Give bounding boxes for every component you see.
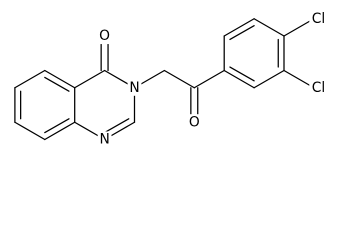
bond [253,69,285,89]
bond [163,69,195,89]
bond [193,69,225,89]
label-background [127,79,142,96]
bond [253,18,285,37]
label-background [97,27,112,45]
bond [103,118,130,134]
label-background [187,114,202,131]
bond [14,121,46,141]
label-background [309,10,328,27]
bond [14,69,46,89]
atom-label: O [189,114,200,130]
bond [283,69,315,89]
molecule-diagram: O N N O Cl Cl [14,10,328,148]
label-background [97,131,112,148]
bond [44,76,70,92]
bond [44,69,76,89]
bond [44,118,70,134]
atom-label: Cl [312,11,325,27]
bond [283,18,315,37]
bonds: O N N O Cl Cl [14,10,328,148]
bond [74,69,106,89]
bond [229,25,255,41]
bond [223,69,255,89]
atom-label: O [99,28,110,44]
bond [223,18,255,37]
label-background [309,79,328,96]
atom-label: Cl [312,80,325,96]
atom-label: N [129,80,139,96]
bond [229,66,255,82]
atom-label: N [99,132,109,148]
bond [44,121,76,141]
